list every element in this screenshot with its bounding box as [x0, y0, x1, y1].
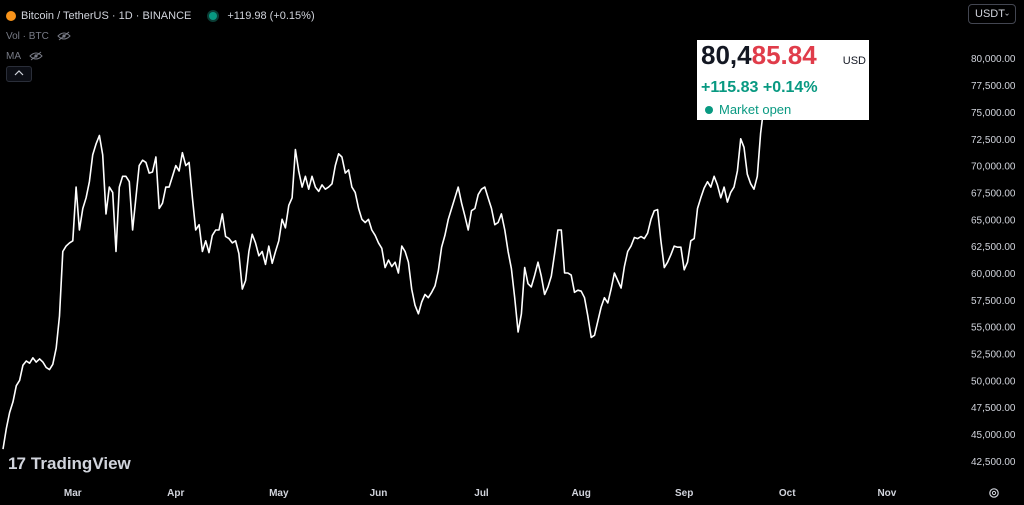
symbol-change: +119.98 (+0.15%) [227, 10, 315, 22]
y-tick-label: 60,000.00 [971, 269, 1016, 280]
x-tick-label: May [269, 488, 289, 499]
gear-icon[interactable] [988, 487, 1000, 499]
currency-unit-selector[interactable]: USDT [968, 4, 1016, 24]
price-overlay: 80,485.84 USD +115.83 +0.14% Market open [697, 40, 869, 120]
x-tick-label: Apr [167, 488, 184, 499]
y-tick-label: 47,500.00 [971, 403, 1016, 414]
y-tick-label: 42,500.00 [971, 457, 1016, 468]
chart-legend: Bitcoin / TetherUS · 1D · BINANCE +119.9… [6, 6, 315, 66]
y-tick-label: 75,000.00 [971, 108, 1016, 119]
time-axis[interactable]: Mar Apr May Jun Jul Aug Sep Oct Nov [64, 488, 897, 499]
x-tick-label: Aug [571, 488, 590, 499]
y-tick-label: 77,500.00 [971, 81, 1016, 92]
market-open-dot [705, 105, 713, 114]
y-tick-label: 62,500.00 [971, 242, 1016, 253]
collapse-legend-button[interactable] [6, 66, 32, 82]
market-status-text: Market open [719, 102, 792, 117]
bitcoin-icon [6, 11, 16, 21]
ma-indicator-label[interactable]: MA [6, 50, 21, 62]
eye-slash-icon[interactable] [57, 31, 71, 41]
chevron-down-icon [1005, 13, 1009, 16]
x-tick-label: Sep [675, 488, 693, 499]
price-highlight: 85.84 [751, 40, 817, 70]
price-change: +115.83 +0.14% [701, 79, 818, 96]
y-tick-label: 67,500.00 [971, 188, 1016, 199]
y-tick-label: 57,500.00 [971, 296, 1016, 307]
y-tick-label: 72,500.00 [971, 135, 1016, 146]
y-tick-label: 55,000.00 [971, 323, 1016, 334]
market-status: Market open [705, 102, 791, 117]
eye-slash-icon[interactable] [29, 51, 43, 61]
y-tick-label: 52,500.00 [971, 350, 1016, 361]
market-status-dot [209, 12, 218, 20]
x-tick-label: Nov [877, 488, 896, 499]
price-main: 80,4 [701, 40, 752, 70]
y-tick-label: 70,000.00 [971, 162, 1016, 173]
tradingview-logo-mark: 17 [8, 454, 26, 473]
chevron-up-icon [14, 70, 24, 76]
price-currency: USD [842, 55, 866, 67]
price-axis[interactable]: 42,500.00 45,000.00 47,500.00 50,000.00 52,5… [971, 54, 1016, 468]
current-price: 80,485.84 [701, 40, 817, 71]
y-tick-label: 80,000.00 [971, 54, 1016, 65]
currency-unit-label: USDT [975, 8, 1005, 20]
volume-indicator-label[interactable]: Vol · BTC [6, 30, 49, 42]
x-tick-label: Jun [370, 488, 388, 499]
price-line [2, 52, 775, 450]
tradingview-logo-text: TradingView [30, 454, 131, 473]
y-tick-label: 50,000.00 [971, 376, 1016, 387]
x-tick-label: Mar [64, 488, 82, 499]
symbol-title[interactable]: Bitcoin / TetherUS · 1D · BINANCE [21, 10, 192, 22]
y-tick-label: 65,000.00 [971, 215, 1016, 226]
y-tick-label: 45,000.00 [971, 430, 1016, 441]
tradingview-logo[interactable]: 17 TradingView [8, 454, 131, 474]
x-tick-label: Jul [474, 488, 489, 499]
x-tick-label: Oct [779, 488, 796, 499]
